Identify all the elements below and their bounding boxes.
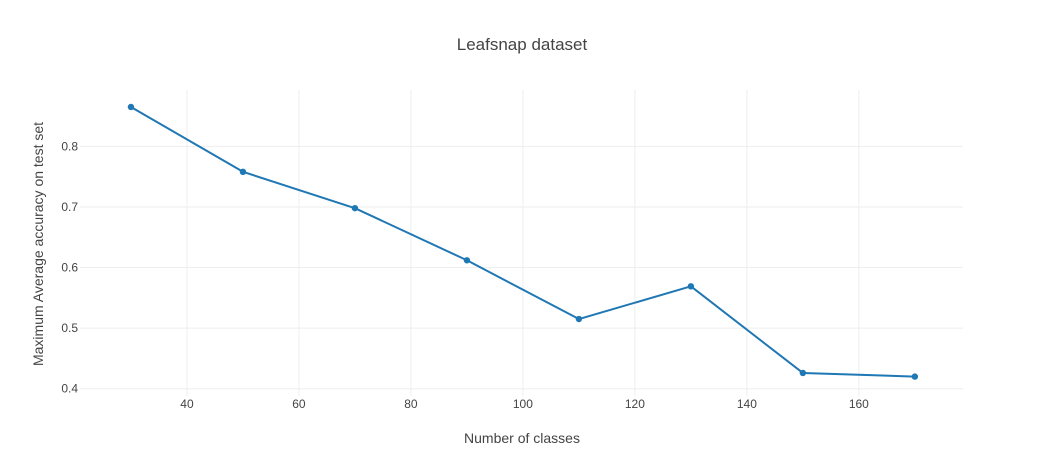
x-tick-label: 80: [404, 397, 418, 411]
y-tick-label: 0.5: [61, 321, 78, 335]
data-point[interactable]: [239, 168, 247, 176]
x-tick-label: 100: [513, 397, 533, 411]
data-point[interactable]: [127, 103, 135, 111]
x-axis-ticks: 40 60 80 100 120 140 160: [180, 397, 869, 411]
grid: [80, 90, 963, 396]
data-point[interactable]: [351, 204, 359, 212]
chart-title: Leafsnap dataset: [457, 35, 588, 54]
y-tick-label: 0.8: [61, 139, 78, 153]
data-point[interactable]: [911, 373, 919, 380]
data-point[interactable]: [687, 283, 695, 290]
x-tick-label: 120: [625, 397, 645, 411]
x-tick-label: 60: [292, 397, 306, 411]
data-point[interactable]: [799, 369, 807, 377]
y-tick-label: 0.6: [61, 261, 78, 275]
y-tick-label: 0.4: [61, 382, 78, 396]
data-point[interactable]: [575, 315, 583, 323]
y-axis-title: Maximum Average accuracy on test set: [30, 122, 46, 366]
x-tick-label: 140: [737, 397, 757, 411]
series-layer: [127, 103, 919, 380]
series-line: [130, 106, 915, 378]
x-tick-label: 160: [849, 397, 869, 411]
x-tick-label: 40: [180, 397, 194, 411]
y-axis-ticks: 0.4 0.5 0.6 0.7 0.8: [61, 139, 78, 395]
x-axis-title: Number of classes: [464, 430, 580, 446]
data-point[interactable]: [463, 257, 471, 264]
y-tick-label: 0.7: [61, 200, 78, 214]
